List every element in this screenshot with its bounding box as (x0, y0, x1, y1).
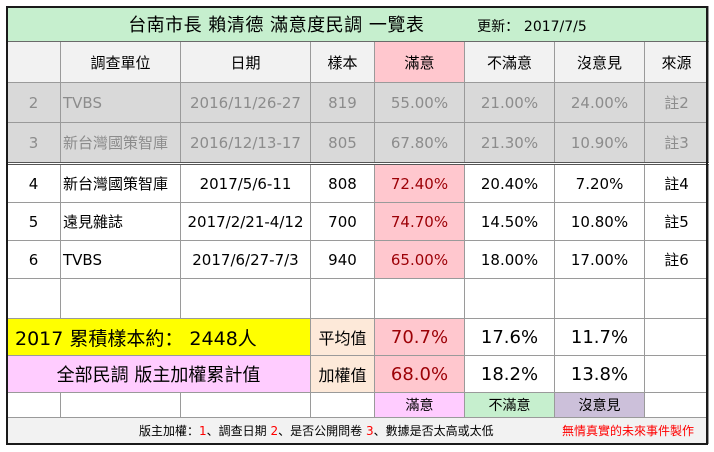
row-org: 新台灣國策智庫 (60, 122, 181, 164)
empty-cell (374, 278, 465, 319)
row-satisfied: 55.00% (374, 82, 465, 123)
row-satisfied: 72.40% (374, 163, 465, 203)
poll-table: 台南市長 賴清德 滿意度民調 一覽表 更新： 2017/7/5 調查單位 日期 … (6, 6, 709, 444)
row-unsatisfied: 20.40% (464, 163, 555, 203)
row-number: 3 (6, 122, 61, 164)
average-satisfied: 70.7% (374, 318, 465, 356)
row-sample: 805 (310, 122, 375, 164)
row-source: 註3 (644, 122, 709, 164)
header-cell: 日期 (180, 41, 311, 83)
legend-satisfied: 滿意 (374, 392, 465, 418)
row-satisfied: 67.80% (374, 122, 465, 164)
updated-label: 更新： (477, 19, 520, 35)
row-org: TVBS (60, 240, 181, 279)
weighted-satisfied: 68.0% (374, 355, 465, 393)
footer-text-2: 、是否公開問卷 (278, 424, 366, 438)
weighted-title: 全部民調 版主加權累計值 (6, 355, 311, 393)
table-row: 5 遠見雜誌 2017/2/21-4/12 700 74.70% 14.50% … (6, 202, 709, 241)
row-org: TVBS (60, 82, 181, 123)
footer-prefix: 版主加權： (139, 424, 200, 438)
header-row: 調查單位 日期 樣本 滿意 不滿意 沒意見 來源 (6, 41, 709, 83)
header-cell: 沒意見 (554, 41, 645, 83)
empty-cell (644, 355, 709, 393)
row-sample: 700 (310, 202, 375, 241)
row-number: 2 (6, 82, 61, 123)
average-label: 平均值 (310, 318, 375, 356)
average-row: 2017 累積樣本約： 2448人 平均值 70.7% 17.6% 11.7% (6, 318, 709, 356)
empty-cell (6, 278, 61, 319)
row-org: 新台灣國策智庫 (60, 163, 181, 203)
row-satisfied: 74.70% (374, 202, 465, 241)
row-sample: 808 (310, 163, 375, 203)
average-unsatisfied: 17.6% (464, 318, 555, 356)
row-number: 5 (6, 202, 61, 241)
table-row: 2 TVBS 2016/11/26-27 819 55.00% 21.00% 2… (6, 82, 709, 123)
table-row: 3 新台灣國策智庫 2016/12/13-17 805 67.80% 21.30… (6, 122, 709, 164)
title-bar: 台南市長 賴清德 滿意度民調 一覽表 更新： 2017/7/5 (6, 6, 709, 42)
row-unsatisfied: 21.30% (464, 122, 555, 164)
cumulative-sample-label: 2017 累積樣本約： 2448人 (6, 318, 311, 356)
row-no-opinion: 10.90% (554, 122, 645, 164)
table-row: 6 TVBS 2017/6/27-7/3 940 65.00% 18.00% 1… (6, 240, 709, 279)
footer-num-3: 3 (365, 424, 374, 438)
page-title: 台南市長 賴清德 滿意度民調 一覽表 (128, 15, 425, 36)
row-number: 4 (6, 163, 61, 203)
row-date: 2017/6/27-7/3 (180, 240, 311, 279)
footer-num-1: 1 (199, 424, 207, 438)
row-org: 遠見雜誌 (60, 202, 181, 241)
row-no-opinion: 7.20% (554, 163, 645, 203)
footer-credit: 無情真實的未來事件製作 (561, 424, 694, 438)
header-cell: 調查單位 (60, 41, 181, 83)
row-unsatisfied: 14.50% (464, 202, 555, 241)
empty-cell (310, 392, 375, 418)
weighted-row: 全部民調 版主加權累計值 加權值 68.0% 18.2% 13.8% (6, 355, 709, 393)
row-source: 註6 (644, 240, 709, 279)
updated-date: 2017/7/5 (523, 19, 587, 35)
row-sample: 940 (310, 240, 375, 279)
empty-cell (644, 392, 709, 418)
footer-num-2: 2 (270, 424, 279, 438)
header-cell: 來源 (644, 41, 709, 83)
row-number: 6 (6, 240, 61, 279)
table-row: 4 新台灣國策智庫 2017/5/6-11 808 72.40% 20.40% … (6, 163, 709, 203)
row-source: 註5 (644, 202, 709, 241)
legend-row: 滿意 不滿意 沒意見 (6, 392, 709, 418)
row-no-opinion: 17.00% (554, 240, 645, 279)
footer-text-1: 、調查日期 (206, 424, 271, 438)
footer-text-3: 、數據是否太高或太低 (373, 424, 494, 438)
empty-row (6, 278, 709, 319)
average-no-opinion: 11.7% (554, 318, 645, 356)
row-source: 註2 (644, 82, 709, 123)
row-unsatisfied: 21.00% (464, 82, 555, 123)
row-date: 2017/5/6-11 (180, 163, 311, 203)
empty-cell (180, 278, 311, 319)
row-satisfied: 65.00% (374, 240, 465, 279)
header-cell: 樣本 (310, 41, 375, 83)
row-source: 註4 (644, 163, 709, 203)
row-sample: 819 (310, 82, 375, 123)
row-date: 2016/12/13-17 (180, 122, 311, 164)
outer-border (6, 6, 708, 445)
empty-cell (464, 278, 555, 319)
row-no-opinion: 24.00% (554, 82, 645, 123)
weighted-no-opinion: 13.8% (554, 355, 645, 393)
header-cell: 不滿意 (464, 41, 555, 83)
weighted-label: 加權值 (310, 355, 375, 393)
row-date: 2017/2/21-4/12 (180, 202, 311, 241)
